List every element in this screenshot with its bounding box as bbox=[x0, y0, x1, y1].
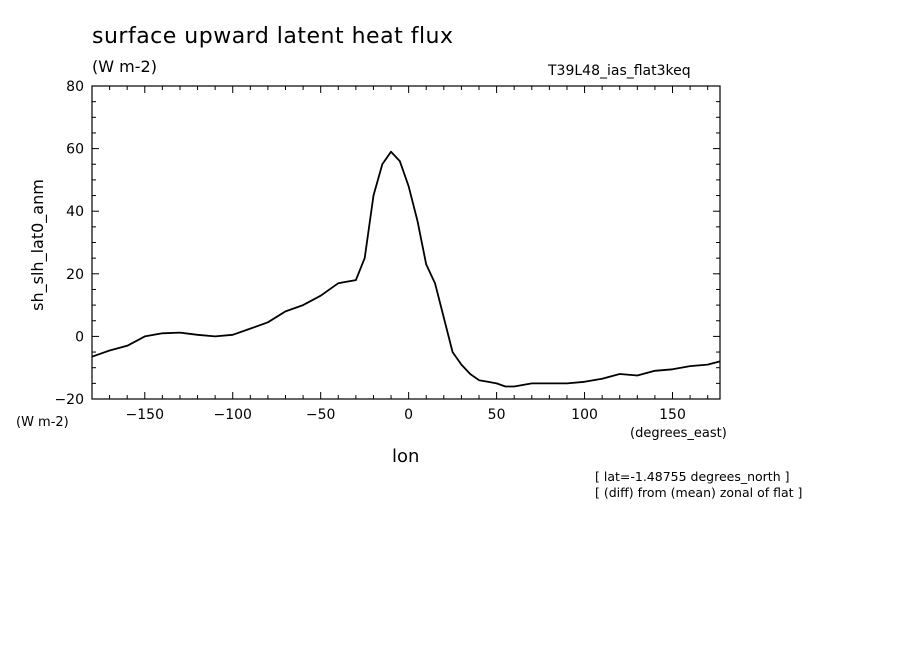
run-label: T39L48_ias_flat3keq bbox=[548, 63, 691, 79]
y-tick-label: 60 bbox=[66, 142, 84, 158]
x-tick-label: −100 bbox=[214, 407, 252, 423]
y-tick-label: −20 bbox=[54, 392, 84, 408]
y-tick-label: 20 bbox=[66, 267, 84, 283]
y-tick-label: 40 bbox=[66, 204, 84, 220]
annotation-difference: [ (diff) from (mean) zonal of flat ] bbox=[595, 485, 803, 500]
annotation-latitude: [ lat=-1.48755 degrees_north ] bbox=[595, 469, 790, 484]
plot-frame bbox=[91, 85, 721, 400]
x-axis-label: lon bbox=[392, 446, 420, 467]
chart-units: (W m-2) bbox=[92, 57, 157, 76]
y-tick-label: 0 bbox=[75, 329, 84, 345]
x-axis-units: (degrees_east) bbox=[630, 426, 727, 441]
x-tick-label: −50 bbox=[306, 407, 336, 423]
chart-title: surface upward latent heat flux bbox=[92, 24, 454, 49]
y-tick-label: 80 bbox=[66, 79, 84, 95]
x-tick-label: 150 bbox=[659, 407, 686, 423]
x-tick-label: −150 bbox=[126, 407, 164, 423]
x-tick-label: 100 bbox=[571, 407, 598, 423]
y-axis-units: (W m-2) bbox=[16, 415, 69, 430]
x-tick-label: 0 bbox=[404, 407, 413, 423]
data-line bbox=[91, 150, 721, 388]
x-tick-label: 50 bbox=[488, 407, 506, 423]
